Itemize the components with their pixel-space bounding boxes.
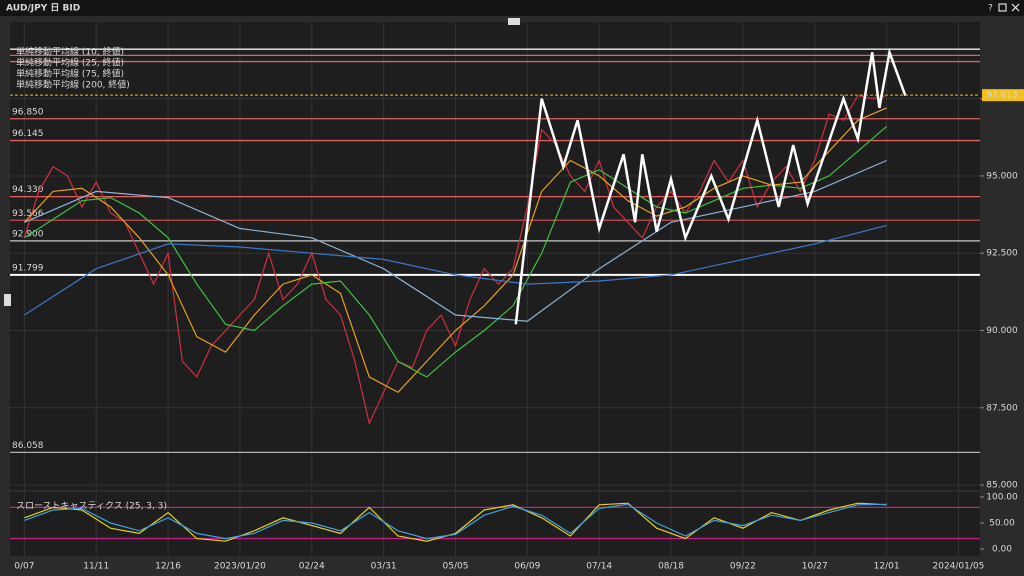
y-tick-label: 85.000	[986, 481, 1018, 491]
series-line	[23, 107, 887, 394]
y-tick-label: 0.00	[992, 544, 1012, 554]
last-price-label: 97.613	[986, 91, 1018, 101]
legend-entry: 単純移動平均線 (10, 終値)	[16, 46, 124, 58]
level-label: 94.330	[12, 185, 44, 195]
x-tick-label: 08/18	[658, 562, 684, 572]
close-button[interactable]	[1011, 3, 1020, 12]
x-tick-label: 02/24	[299, 562, 325, 572]
series-line	[24, 126, 887, 378]
y-tick-label: 50.00	[989, 518, 1015, 528]
y-tick-label: 95.000	[986, 171, 1018, 181]
x-tick-label: 07/14	[586, 562, 612, 572]
series-line	[24, 224, 887, 316]
y-tick-label: 90.000	[986, 326, 1018, 336]
x-tick-label: 2023/01/20	[214, 562, 266, 572]
title-bar	[0, 0, 1024, 16]
legend-entry: 単純移動平均線 (200, 終値)	[16, 79, 130, 91]
level-label: 91.799	[12, 263, 44, 273]
x-tick-label: 03/31	[371, 562, 397, 572]
y-tick-label: 100.00	[986, 492, 1018, 502]
x-tick-label: 06/09	[514, 562, 540, 572]
x-tick-label: 2024/01/05	[933, 562, 985, 572]
x-tick-label: 0/07	[14, 562, 34, 572]
legend-entry: 単純移動平均線 (25, 終値)	[16, 57, 124, 69]
series-line	[514, 47, 907, 325]
panel-title: スローストキャスティクス (25, 3, 3)	[16, 501, 167, 512]
series-line	[24, 159, 887, 322]
collapse-toggle[interactable]	[508, 18, 520, 25]
series-line	[23, 94, 887, 426]
window-title: AUD/JPY 日 BID	[6, 3, 80, 14]
x-tick-label: 11/11	[83, 562, 109, 572]
series-line	[24, 502, 887, 542]
x-tick-label: 10/27	[802, 562, 828, 572]
x-tick-label: 12/01	[874, 562, 900, 572]
y-tick-label: 87.500	[986, 403, 1018, 413]
level-label: 93.566	[12, 209, 44, 219]
x-tick-label: 12/16	[155, 562, 181, 572]
y-tick-label: 92.500	[986, 249, 1018, 259]
level-label: 96.145	[12, 129, 44, 139]
series-line	[24, 503, 887, 540]
level-label: 86.058	[12, 441, 44, 451]
level-label: 96.850	[12, 107, 44, 117]
level-label: 92.900	[12, 229, 44, 239]
maximize-button[interactable]	[998, 3, 1007, 12]
legend-entry: 単純移動平均線 (75, 終値)	[16, 68, 124, 80]
x-tick-label: 09/22	[730, 562, 756, 572]
stoch-plot-bg	[10, 492, 980, 556]
help-button[interactable]: ?	[988, 4, 993, 14]
main-plot-bg	[10, 22, 980, 490]
last-price-box	[982, 89, 1024, 102]
side-toggle[interactable]	[4, 294, 11, 306]
x-tick-label: 05/05	[443, 562, 469, 572]
